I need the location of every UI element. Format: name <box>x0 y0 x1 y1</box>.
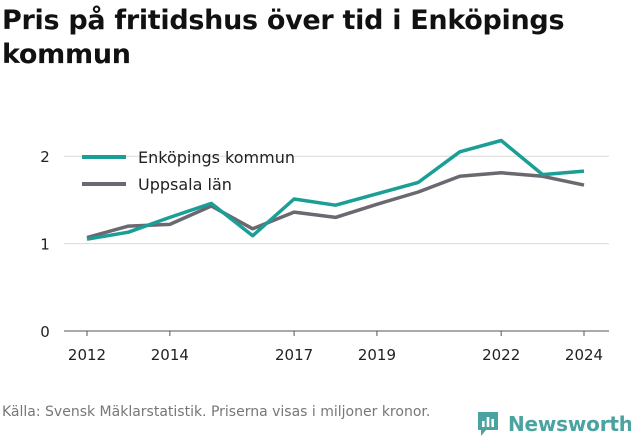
series-line-1 <box>86 171 585 240</box>
x-tick-label: 2019 <box>358 346 396 364</box>
x-tick-label: 2012 <box>68 346 106 364</box>
legend: Enköpings kommun Uppsala län <box>82 148 295 194</box>
legend-label: Enköpings kommun <box>138 148 295 167</box>
legend-label: Uppsala län <box>138 175 232 194</box>
series-lines <box>86 138 585 241</box>
y-tick-label: 1 <box>40 236 50 254</box>
x-tick-label: 2017 <box>275 346 313 364</box>
x-tick-label: 2014 <box>151 346 189 364</box>
brand-logo: Newsworthy <box>476 408 631 440</box>
y-tick-label: 2 <box>40 148 50 166</box>
x-tick-label: 2022 <box>482 346 520 364</box>
y-tick-label: 0 <box>40 323 50 341</box>
chart-title: Pris på fritidshus över tid i Enköpings … <box>2 5 565 70</box>
newsworthy-logo-icon <box>478 412 498 436</box>
brand-name: Newsworthy <box>508 412 631 436</box>
line-chart: 0 1 2 2012 2014 2017 2019 2022 2024 Enköpings ko… <box>40 138 609 364</box>
axes: 0 1 2 2012 2014 2017 2019 2022 2024 <box>40 148 603 364</box>
source-note: Källa: Svensk Mäklarstatistik. Priserna … <box>2 404 431 420</box>
series-line-0 <box>86 138 585 241</box>
x-tick-label: 2024 <box>565 346 603 364</box>
